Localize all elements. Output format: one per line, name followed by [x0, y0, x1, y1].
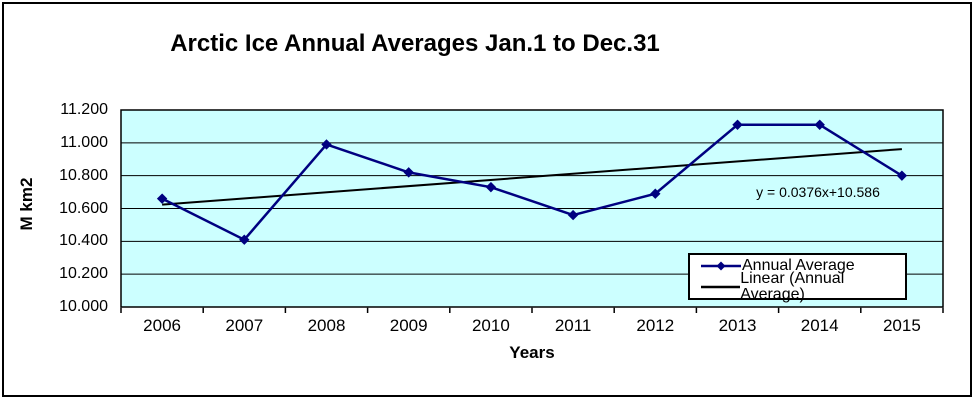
- y-tick-label: 10.400: [59, 232, 108, 250]
- y-tick-label: 10.600: [59, 199, 108, 217]
- y-tick-label: 10.800: [59, 166, 108, 184]
- x-tick-label: 2007: [225, 316, 264, 335]
- x-tick-label: 2015: [882, 316, 921, 335]
- data-point-2014: [814, 119, 825, 130]
- data-point-2010: [485, 181, 497, 193]
- y-tick-label: 10.000: [59, 298, 108, 315]
- x-tick-label: 2010: [471, 316, 510, 335]
- x-tick-label: 2009: [389, 316, 428, 335]
- legend-label: Linear (Annual Average): [740, 270, 845, 303]
- annual-average-line: [161, 123, 903, 242]
- x-tick-label: 2012: [636, 316, 675, 335]
- trendline: [162, 148, 902, 206]
- data-point-2013: [732, 119, 743, 130]
- x-tick-label: 2014: [800, 316, 839, 335]
- x-axis-title: Years: [509, 343, 555, 362]
- legend-marker-line-icon: [701, 285, 741, 289]
- y-axis-title: M km2: [17, 177, 36, 231]
- chart-border: [2, 2, 972, 397]
- data-point-2015: [896, 170, 908, 181]
- legend: Annual Average Linear (Annual Average): [688, 253, 907, 303]
- legend-marker-line-diamond-icon: [701, 261, 741, 271]
- trendline-equation: y = 0.0376x+10.586: [756, 184, 880, 200]
- y-tick-label: 11.000: [60, 133, 108, 151]
- x-tick-label: 2006: [143, 316, 182, 335]
- legend-entry-linear-trendline: Linear (Annual Average): [700, 271, 905, 303]
- data-point-2012: [650, 188, 661, 199]
- x-tick-label: 2011: [554, 316, 592, 335]
- x-tick-label: 2008: [307, 316, 346, 335]
- y-tick-label: 10.200: [59, 265, 108, 283]
- x-tick-label: 2013: [718, 316, 757, 335]
- legend-label: Annual Average: [742, 257, 855, 274]
- data-point-2008: [321, 139, 332, 150]
- y-tick-label: 11.200: [60, 101, 108, 118]
- data-point-2007: [239, 234, 250, 245]
- data-point-2011: [567, 209, 579, 221]
- data-point-2009: [403, 167, 414, 178]
- data-point-2006: [156, 193, 168, 204]
- legend-entry-annual-average: Annual Average: [700, 256, 905, 277]
- chart-title: Arctic Ice Annual Averages Jan.1 to Dec.…: [170, 30, 660, 57]
